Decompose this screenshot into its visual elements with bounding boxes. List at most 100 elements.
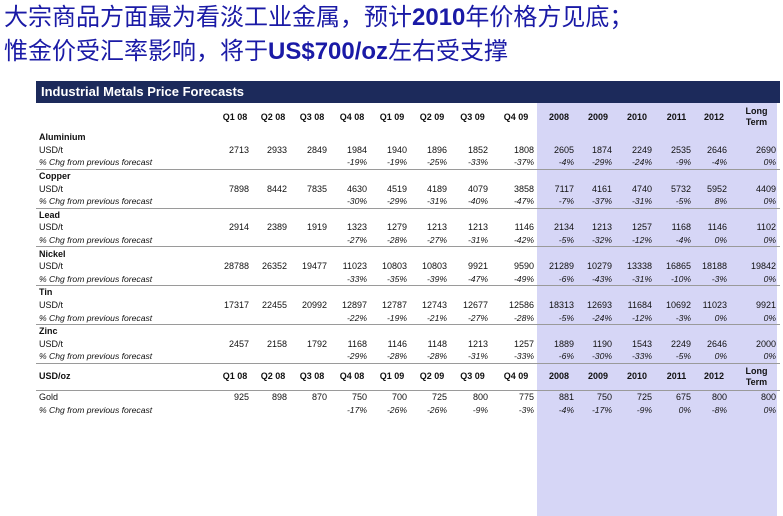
pct-change-value: -4%	[558, 404, 574, 415]
price-value: 19477	[301, 261, 327, 272]
pct-change-value: -4%	[656, 233, 695, 248]
empty-cell	[578, 324, 616, 337]
price-value: 1543	[631, 338, 652, 349]
price-value: 1146	[387, 338, 407, 349]
price-value: 2646	[706, 338, 727, 349]
pct-change-label: % Chg from previous forecast	[36, 311, 215, 325]
pct-change-value: -25%	[411, 156, 451, 170]
column-header: Q4 08	[339, 111, 365, 122]
pct-change-value: -4%	[695, 156, 731, 170]
pct-change-value: -6%	[538, 272, 578, 287]
pct-change-value: -29%	[371, 194, 411, 209]
empty-cell	[291, 131, 331, 144]
price-value: 3858	[513, 183, 534, 194]
price-value: 1808	[513, 144, 534, 155]
pct-change-value: 0%	[695, 233, 731, 248]
price-value: 2389	[266, 222, 287, 233]
price-value: 2535	[670, 144, 691, 155]
empty-cell	[492, 286, 538, 299]
forecast-table-wrapper: Q1 08 Q2 08 Q3 08 Q4 08 Q1 09 Q2 09 Q3 09 Q4 09…	[36, 103, 780, 416]
price-value: 19842	[750, 261, 776, 272]
price-value: 1168	[347, 338, 367, 349]
pct-change-value: -12%	[616, 233, 656, 248]
empty-cell	[656, 286, 695, 299]
price-row: USD/t 17317 22455 20992 12897 12787 12743 12677…	[36, 299, 780, 312]
pct-change-value: -8%	[711, 404, 727, 415]
price-value: 12897	[341, 300, 367, 311]
price-value: 11684	[627, 300, 652, 311]
price-value: 800	[711, 391, 727, 402]
price-value: 775	[518, 391, 534, 402]
price-value: 1919	[306, 222, 327, 233]
pct-change-value: -4%	[538, 156, 578, 170]
pct-change-value: -33%	[616, 350, 656, 364]
empty-cell	[492, 208, 538, 221]
column-header: Q2 09	[419, 111, 445, 122]
pct-change-value	[215, 233, 253, 248]
price-value: 1146	[707, 222, 727, 233]
price-value: 1146	[514, 222, 534, 233]
empty-cell	[253, 131, 291, 144]
price-value: 12677	[462, 300, 488, 311]
pct-change-value: -49%	[492, 272, 538, 287]
price-value: 750	[351, 391, 367, 402]
pct-change-value	[291, 233, 331, 248]
price-value: 1102	[756, 222, 776, 233]
column-header: Q3 09	[451, 363, 492, 391]
price-value: 700	[391, 391, 407, 402]
column-header: 2012	[703, 111, 725, 122]
price-value: 4519	[386, 183, 407, 194]
price-value: 1213	[467, 338, 488, 349]
price-forecast-table: Q1 08 Q2 08 Q3 08 Q4 08 Q1 09 Q2 09 Q3 09 Q4 09…	[36, 103, 780, 416]
metal-name: Gold	[39, 391, 59, 402]
pct-change-value: -35%	[371, 272, 411, 287]
price-value: 17317	[223, 300, 249, 311]
empty-cell	[215, 208, 253, 221]
empty-cell	[451, 169, 492, 182]
empty-cell	[538, 324, 578, 337]
empty-cell	[616, 208, 656, 221]
empty-cell	[578, 208, 616, 221]
price-value: 12787	[381, 300, 407, 311]
pct-change-value: -40%	[451, 194, 492, 209]
header-unit-label	[36, 103, 215, 131]
pct-change-value	[215, 311, 253, 325]
column-header: 2012	[695, 363, 731, 391]
price-value: 11023	[702, 300, 727, 311]
empty-cell	[215, 247, 253, 260]
pct-change-value: 0%	[731, 272, 780, 287]
empty-cell	[695, 208, 731, 221]
empty-cell	[451, 131, 492, 144]
unit-label: USD/t	[39, 144, 64, 155]
price-value: 870	[311, 391, 327, 402]
price-value: 2914	[228, 222, 249, 233]
price-value: 4161	[591, 183, 612, 194]
price-value: 1792	[306, 338, 327, 349]
column-header: 2008	[538, 363, 578, 391]
price-value: 2134	[553, 222, 574, 233]
pct-change-value: -17%	[346, 404, 367, 415]
empty-cell	[215, 286, 253, 299]
pct-change-value: 0%	[731, 311, 780, 325]
price-value: 18188	[701, 261, 727, 272]
column-header: Q1 08	[222, 111, 248, 122]
pct-change-value: -33%	[331, 272, 371, 287]
price-value: 10692	[665, 300, 691, 311]
empty-cell	[215, 324, 253, 337]
empty-cell	[731, 208, 780, 221]
empty-cell	[451, 247, 492, 260]
empty-cell	[538, 131, 578, 144]
empty-cell	[731, 169, 780, 182]
empty-cell	[331, 169, 371, 182]
price-row: USD/t 2713 2933 2849 1984 1940 1896 1852 1808 260…	[36, 144, 780, 157]
price-value: 7117	[554, 183, 574, 194]
column-header: Q2 09	[411, 363, 451, 391]
column-header: Long Term	[731, 363, 780, 391]
table-title-banner: Industrial Metals Price Forecasts	[36, 81, 780, 103]
empty-cell	[371, 286, 411, 299]
price-value: 1852	[467, 144, 488, 155]
price-value: 925	[233, 391, 249, 402]
empty-cell	[371, 247, 411, 260]
empty-cell	[695, 247, 731, 260]
empty-cell	[695, 169, 731, 182]
